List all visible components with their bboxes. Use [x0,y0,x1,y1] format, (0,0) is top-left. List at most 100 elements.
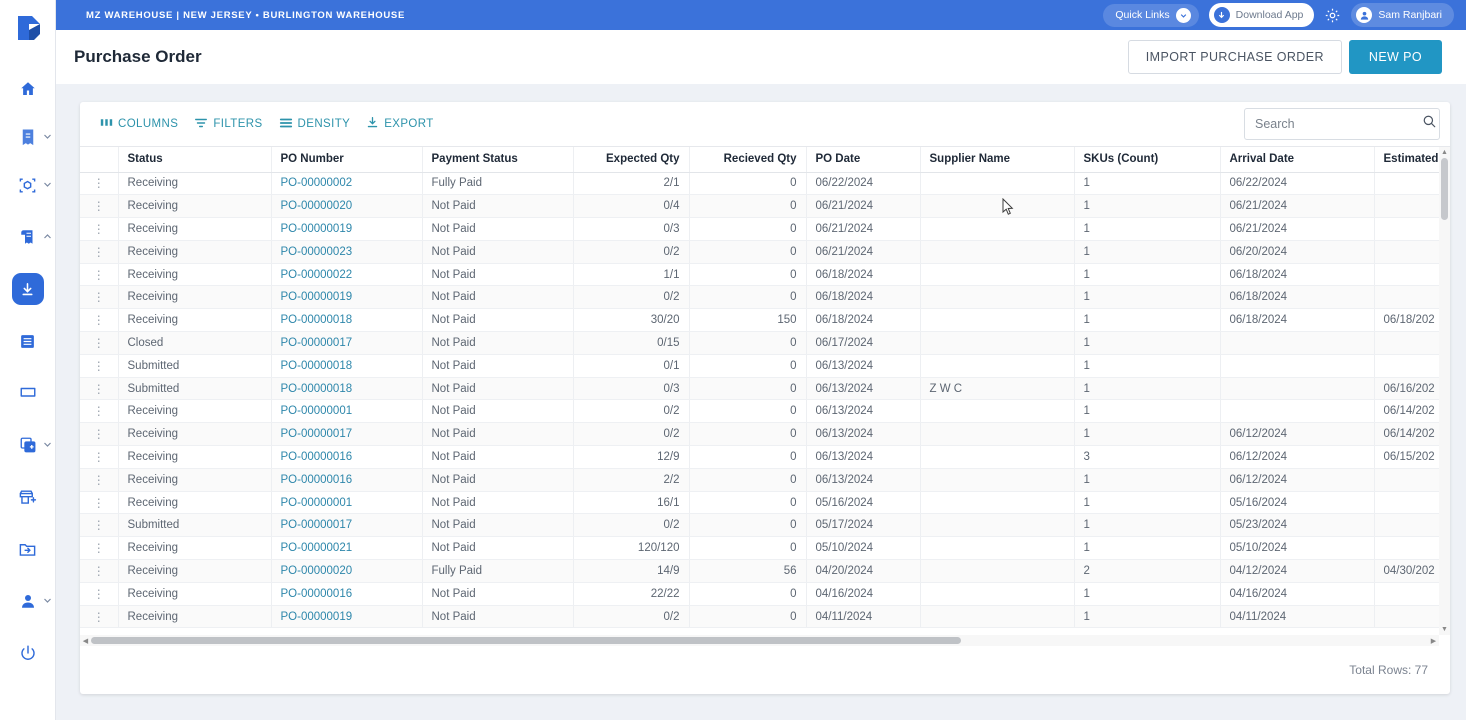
cell-po[interactable]: PO-00000018 [271,377,423,401]
row-actions-button[interactable]: ⋮ [80,285,119,310]
row-actions-button[interactable]: ⋮ [80,422,119,447]
col-supplier-name[interactable]: Supplier Name [920,147,1075,173]
sidebar-item-users[interactable] [0,582,56,620]
table-row[interactable]: ⋮ Receiving PO-00000001 Not Paid 0/2 0 06/13/2… [80,399,1450,424]
col-po-date[interactable]: PO Date [806,147,921,173]
cell-po[interactable]: PO-00000019 [271,605,423,629]
row-actions-button[interactable]: ⋮ [80,308,119,333]
row-actions-button[interactable]: ⋮ [80,445,119,469]
row-actions-button[interactable]: ⋮ [80,468,119,492]
scroll-right-icon[interactable]: ▶ [1430,637,1437,645]
cell-po[interactable]: PO-00000022 [271,263,423,287]
sidebar-item-inventory[interactable] [0,166,56,204]
filters-button[interactable]: FILTERS [186,112,270,137]
table-row[interactable]: ⋮ Receiving PO-00000019 Not Paid 0/2 0 06/18/2… [80,285,1450,310]
sidebar-item-add-store[interactable] [0,478,56,516]
cell-po[interactable]: PO-00000018 [271,308,423,333]
cell-po[interactable]: PO-00000001 [271,399,423,424]
row-actions-button[interactable]: ⋮ [80,354,119,378]
horizontal-scrollbar[interactable]: ◀ ▶ [80,635,1439,646]
sidebar-item-orders[interactable] [0,118,56,156]
export-button[interactable]: EXPORT [358,112,441,136]
row-actions-button[interactable]: ⋮ [80,240,119,264]
sidebar-item-logout[interactable] [0,634,56,672]
cell-po[interactable]: PO-00000002 [271,172,423,196]
sidebar-item-transfers[interactable] [0,530,56,568]
col-recieved-qty[interactable]: Recieved Qty [689,147,807,173]
cell-po[interactable]: PO-00000019 [271,217,423,241]
table-row[interactable]: ⋮ Receiving PO-00000020 Fully Paid 14/9 56 04/… [80,559,1450,583]
row-actions-button[interactable]: ⋮ [80,263,119,287]
sidebar-item-purchase-order[interactable] [0,270,56,308]
density-button[interactable]: DENSITY [271,112,359,137]
table-row[interactable]: ⋮ Submitted PO-00000017 Not Paid 0/2 0 05/17/2… [80,513,1450,538]
table-row[interactable]: ⋮ Receiving PO-00000016 Not Paid 22/22 0 04/16… [80,582,1450,606]
row-actions-button[interactable]: ⋮ [80,536,119,561]
table-row[interactable]: ⋮ Receiving PO-00000020 Not Paid 0/4 0 06/21/2… [80,194,1450,219]
row-actions-button[interactable]: ⋮ [80,491,119,515]
col-skus-count[interactable]: SKUs (Count) [1074,147,1221,173]
sidebar-item-home[interactable] [0,70,56,108]
cell-po[interactable]: PO-00000001 [271,491,423,515]
table-row[interactable]: ⋮ Receiving PO-00000019 Not Paid 0/2 0 04/11/2… [80,605,1450,629]
sidebar-item-reports[interactable] [0,218,56,256]
col-arrival-date[interactable]: Arrival Date [1220,147,1375,173]
col-estimated[interactable]: Estimated E [1374,147,1450,173]
scroll-left-icon[interactable]: ◀ [82,637,89,645]
sidebar-item-flags[interactable] [0,374,56,412]
table-row[interactable]: ⋮ Receiving PO-00000021 Not Paid 120/120 0 05/… [80,536,1450,561]
columns-button[interactable]: COLUMNS [92,112,186,136]
table-row[interactable]: ⋮ Receiving PO-00000019 Not Paid 0/3 0 06/21/2… [80,217,1450,241]
sidebar-item-lists[interactable] [0,322,56,360]
app-logo[interactable] [0,0,56,56]
import-purchase-order-button[interactable]: IMPORT PURCHASE ORDER [1127,40,1342,74]
row-actions-button[interactable]: ⋮ [80,399,119,424]
row-actions-button[interactable]: ⋮ [80,559,119,583]
row-actions-button[interactable]: ⋮ [80,172,119,196]
row-actions-button[interactable]: ⋮ [80,377,119,401]
col-expected-qty[interactable]: Expected Qty [573,147,690,173]
vertical-scrollbar[interactable]: ▲ ▼ [1439,147,1450,635]
col-status[interactable]: Status [118,147,272,173]
cell-po[interactable]: PO-00000017 [271,513,423,538]
sidebar-item-add-document[interactable] [0,426,56,464]
cell-po[interactable]: PO-00000016 [271,445,423,469]
col-po-number[interactable]: PO Number [271,147,423,173]
row-actions-button[interactable]: ⋮ [80,217,119,241]
table-row[interactable]: ⋮ Closed PO-00000017 Not Paid 0/15 0 06/17/202… [80,331,1450,355]
table-row[interactable]: ⋮ Receiving PO-00000018 Not Paid 30/20 150 06/… [80,308,1450,333]
cell-po[interactable]: PO-00000021 [271,536,423,561]
quick-links-button[interactable]: Quick Links [1103,3,1199,27]
row-actions-button[interactable]: ⋮ [80,194,119,219]
scroll-up-icon[interactable]: ▲ [1441,149,1448,156]
user-menu-button[interactable]: Sam Ranjbari [1351,3,1454,27]
row-actions-button[interactable]: ⋮ [80,331,119,355]
row-actions-button[interactable]: ⋮ [80,605,119,629]
table-row[interactable]: ⋮ Receiving PO-00000001 Not Paid 16/1 0 05/16/… [80,491,1450,515]
cell-po[interactable]: PO-00000019 [271,285,423,310]
cell-po[interactable]: PO-00000018 [271,354,423,378]
cell-po[interactable]: PO-00000017 [271,331,423,355]
cell-po[interactable]: PO-00000016 [271,468,423,492]
table-row[interactable]: ⋮ Receiving PO-00000002 Fully Paid 2/1 0 06/22… [80,172,1450,196]
row-actions-button[interactable]: ⋮ [80,582,119,606]
horizontal-scroll-thumb[interactable] [91,637,961,644]
col-payment-status[interactable]: Payment Status [422,147,574,173]
cell-po[interactable]: PO-00000016 [271,582,423,606]
row-actions-button[interactable]: ⋮ [80,513,119,538]
cell-po[interactable]: PO-00000020 [271,194,423,219]
table-row[interactable]: ⋮ Submitted PO-00000018 Not Paid 0/3 0 06/13/2… [80,377,1450,401]
search-box[interactable] [1244,108,1440,140]
table-row[interactable]: ⋮ Receiving PO-00000016 Not Paid 12/9 0 06/13/… [80,445,1450,469]
new-po-button[interactable]: NEW PO [1348,40,1442,74]
download-app-button[interactable]: Download App [1208,3,1315,27]
table-row[interactable]: ⋮ Receiving PO-00000017 Not Paid 0/2 0 06/13/2… [80,422,1450,447]
scroll-down-icon[interactable]: ▼ [1441,626,1448,633]
cell-po[interactable]: PO-00000023 [271,240,423,264]
table-row[interactable]: ⋮ Receiving PO-00000022 Not Paid 1/1 0 06/18/2… [80,263,1450,287]
settings-button[interactable] [1324,7,1341,24]
table-row[interactable]: ⋮ Receiving PO-00000023 Not Paid 0/2 0 06/21/2… [80,240,1450,264]
vertical-scroll-thumb[interactable] [1441,158,1448,220]
table-row[interactable]: ⋮ Submitted PO-00000018 Not Paid 0/1 0 06/13/2… [80,354,1450,378]
cell-po[interactable]: PO-00000020 [271,559,423,583]
